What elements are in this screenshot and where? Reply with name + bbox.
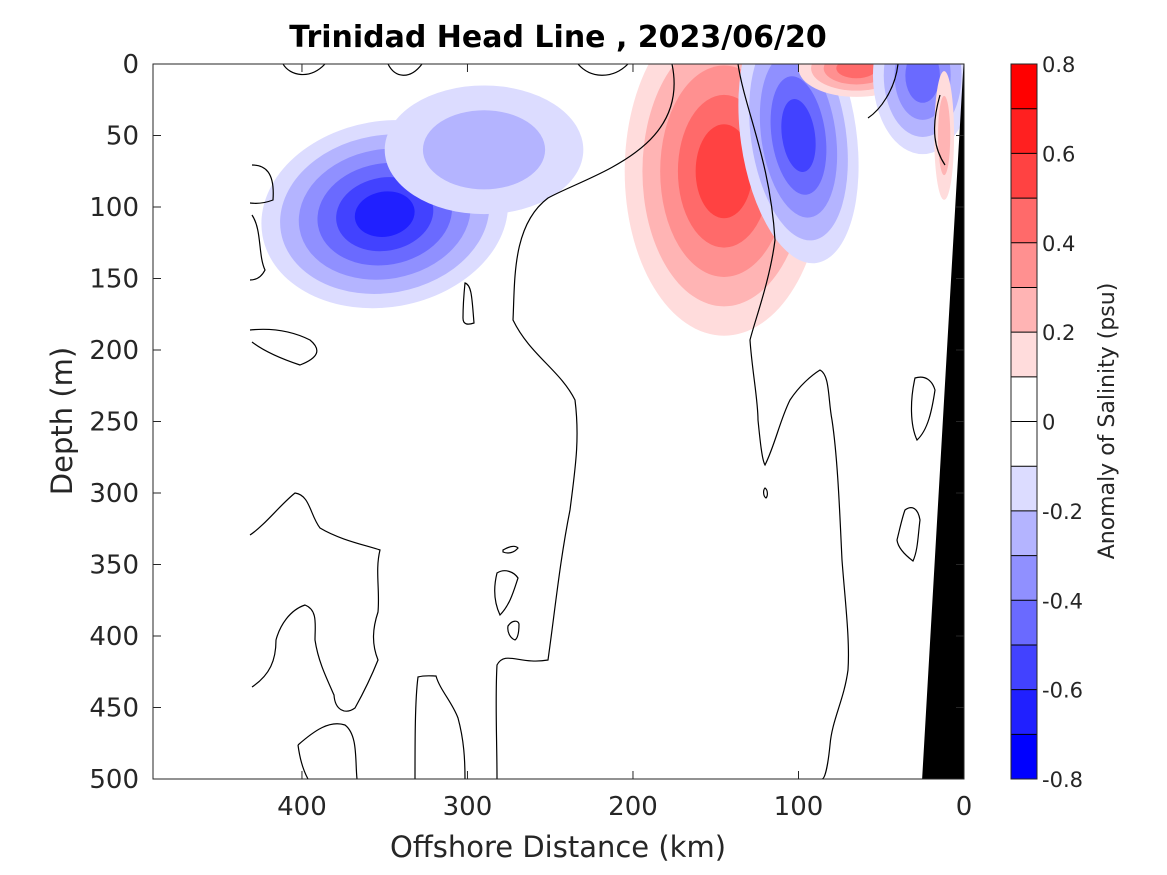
colorbar-level — [1011, 153, 1037, 199]
x-tick-label: 100 — [774, 792, 824, 822]
zero-contour-lines — [249, 64, 946, 779]
zero-contour-mid-4 — [502, 545, 519, 554]
colorbar-tick-label: -0.6 — [1042, 679, 1083, 703]
colorbar-frame — [1010, 63, 1038, 780]
y-tick-label: 250 — [89, 408, 139, 438]
zero-contour-left-3 — [249, 328, 318, 366]
negative-anomaly-level — [905, 64, 940, 103]
colorbar-level — [1011, 555, 1037, 601]
contour-fill-layer — [261, 64, 964, 336]
zero-contour-main-west — [495, 64, 675, 779]
colorbar-level — [1011, 108, 1037, 154]
zero-contour-coastal-2 — [934, 94, 946, 166]
colorbar-level — [1011, 421, 1037, 467]
zero-contour-east-2 — [896, 507, 921, 562]
colorbar-level — [1011, 198, 1037, 244]
negative-anomaly-level — [422, 110, 546, 190]
negative-anomaly-level — [781, 99, 816, 172]
zero-contour-east-1 — [910, 376, 936, 441]
colorbar-tick-label: 0.8 — [1042, 53, 1075, 77]
zero-contour-main-east — [737, 64, 850, 779]
x-tick-label: 300 — [443, 792, 493, 822]
colorbar-tick-label: 0.4 — [1042, 232, 1075, 256]
zero-contour-mid-5 — [507, 620, 520, 641]
x-tick-label: 200 — [608, 792, 658, 822]
y-tick-label: 200 — [89, 336, 139, 366]
colorbar-tick-label: 0.6 — [1042, 142, 1075, 166]
colorbar-label: Anomaly of Salinity (psu) — [1095, 283, 1120, 560]
zero-contour-coastal — [867, 64, 899, 119]
positive-anomaly-level — [695, 124, 753, 219]
zero-contour-mid-3 — [494, 570, 519, 617]
colorbar-level — [1011, 64, 1037, 110]
y-tick-label: 350 — [89, 551, 139, 581]
y-axis: 0 50 100 150 200 250 300 350 400 450 500 — [89, 50, 964, 795]
negative-anomaly-level — [354, 191, 415, 237]
zero-contour-mid-6 — [763, 487, 768, 499]
zero-contour-left-5 — [297, 723, 358, 779]
x-tick-label: 400 — [277, 792, 327, 822]
colorbar-tick-label: 0.2 — [1042, 321, 1075, 345]
colorbar-level — [1011, 466, 1037, 512]
colorbar-tick-label: -0.4 — [1042, 589, 1083, 613]
x-axis: 400 300 200 100 0 — [277, 64, 972, 822]
colorbar — [1011, 64, 1037, 780]
zero-contour-left-1 — [249, 164, 274, 204]
x-tick-label: 0 — [956, 792, 973, 822]
colorbar-level — [1011, 510, 1037, 557]
colorbar-tick-label: -0.8 — [1042, 768, 1083, 792]
zero-contour-left-top-2 — [387, 64, 423, 76]
positive-anomaly-level — [836, 64, 877, 79]
positive-anomaly-level — [938, 95, 951, 176]
zero-contour-left-6 — [297, 744, 309, 779]
chart-title: Trinidad Head Line , 2023/06/20 — [289, 20, 826, 55]
y-tick-label: 50 — [106, 122, 139, 152]
y-tick-label: 500 — [89, 765, 139, 795]
zero-contour-mid-2 — [462, 282, 475, 325]
colorbar-level — [1011, 734, 1037, 780]
colorbar-level — [1011, 242, 1037, 288]
y-tick-label: 400 — [89, 622, 139, 652]
colorbar-level — [1011, 600, 1037, 646]
colorbar-level — [1011, 376, 1037, 422]
colorbar-level — [1011, 332, 1037, 378]
zero-contour-mid-1 — [414, 675, 466, 779]
colorbar-tick-label: 0 — [1042, 411, 1055, 435]
colorbar-ticks: 0.8 0.6 0.4 0.2 0 -0.2 -0.4 -0.6 -0.8 — [1042, 53, 1083, 792]
colorbar-tick-label: -0.2 — [1042, 500, 1083, 524]
y-tick-label: 0 — [122, 50, 139, 80]
zero-contour-left-2 — [249, 214, 266, 281]
x-axis-label: Offshore Distance (km) — [390, 830, 726, 864]
y-tick-label: 450 — [89, 694, 139, 724]
colorbar-level — [1011, 644, 1037, 691]
zero-contour-mid-top — [577, 64, 629, 76]
y-tick-label: 150 — [89, 265, 139, 295]
y-tick-label: 300 — [89, 479, 139, 509]
y-axis-label: Depth (m) — [45, 347, 79, 495]
bathymetry-bottom — [922, 64, 964, 779]
y-tick-label: 100 — [89, 193, 139, 223]
zero-contour-left-4 — [249, 492, 381, 712]
colorbar-level — [1011, 287, 1037, 333]
zero-contour-left-top — [282, 64, 326, 76]
colorbar-level — [1011, 689, 1037, 735]
